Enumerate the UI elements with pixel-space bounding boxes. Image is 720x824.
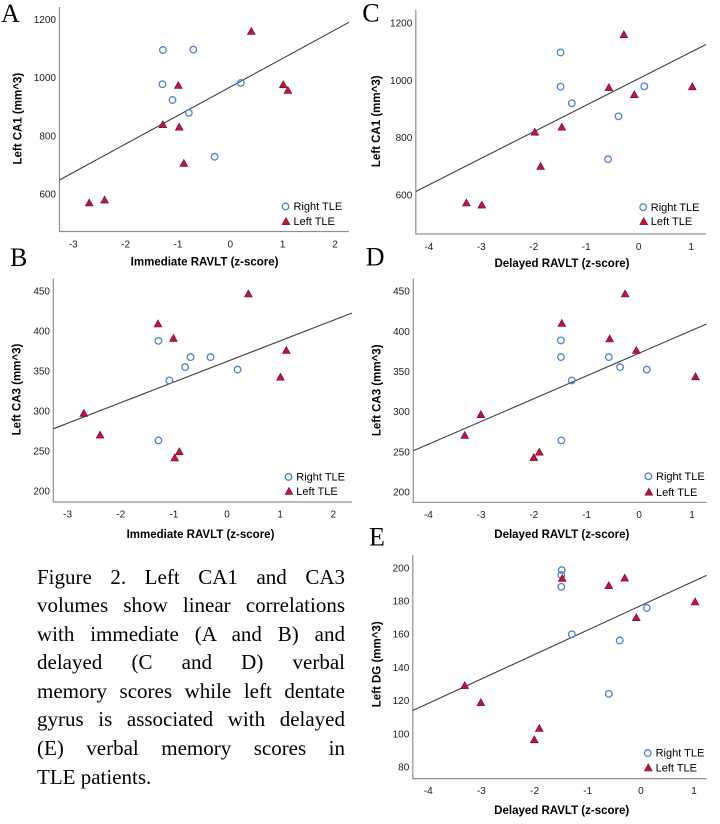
svg-text:E: E <box>369 523 385 552</box>
svg-text:Delayed RAVLT (z-score): Delayed RAVLT (z-score) <box>494 805 629 817</box>
svg-text:Left DG (mm^3): Left DG (mm^3) <box>372 621 384 707</box>
svg-text:0: 0 <box>228 239 234 250</box>
svg-text:1000: 1000 <box>34 73 57 84</box>
svg-text:250: 250 <box>393 447 410 458</box>
svg-text:80: 80 <box>398 763 410 774</box>
svg-text:-3: -3 <box>69 239 78 250</box>
svg-text:1200: 1200 <box>34 15 57 26</box>
svg-text:400: 400 <box>393 327 410 338</box>
svg-text:-2: -2 <box>121 239 130 250</box>
svg-text:0: 0 <box>224 510 230 521</box>
svg-text:-4: -4 <box>424 242 433 253</box>
svg-text:2: 2 <box>332 239 338 250</box>
svg-text:160: 160 <box>393 630 410 641</box>
svg-text:0: 0 <box>638 786 644 797</box>
svg-text:Delayed RAVLT (z-score): Delayed RAVLT (z-score) <box>494 529 629 541</box>
svg-text:Left TLE: Left TLE <box>656 763 697 775</box>
svg-text:800: 800 <box>39 131 56 142</box>
svg-text:0: 0 <box>636 510 642 521</box>
svg-text:Delayed RAVLT (z-score): Delayed RAVLT (z-score) <box>494 258 629 270</box>
svg-text:Right TLE: Right TLE <box>294 201 343 213</box>
svg-text:600: 600 <box>39 190 56 201</box>
svg-text:-1: -1 <box>582 242 591 253</box>
svg-text:D: D <box>366 243 385 272</box>
svg-text:250: 250 <box>33 447 50 458</box>
svg-text:-1: -1 <box>583 786 592 797</box>
svg-text:Immediate RAVLT (z-score): Immediate RAVLT (z-score) <box>127 529 275 541</box>
svg-text:1: 1 <box>277 510 283 521</box>
svg-text:-3: -3 <box>63 510 72 521</box>
svg-text:-1: -1 <box>174 239 183 250</box>
svg-text:300: 300 <box>393 407 410 418</box>
svg-text:350: 350 <box>33 367 50 378</box>
svg-text:Left CA1 (mm^3): Left CA1 (mm^3) <box>13 73 25 165</box>
svg-text:600: 600 <box>396 191 413 202</box>
svg-text:1200: 1200 <box>390 18 413 29</box>
svg-text:-2: -2 <box>116 510 125 521</box>
svg-text:100: 100 <box>393 729 410 740</box>
svg-text:800: 800 <box>396 133 413 144</box>
svg-text:-3: -3 <box>477 242 486 253</box>
svg-text:-2: -2 <box>529 510 538 521</box>
svg-text:Right TLE: Right TLE <box>651 202 700 214</box>
svg-text:1: 1 <box>688 242 694 253</box>
svg-text:B: B <box>10 243 27 272</box>
svg-text:400: 400 <box>33 326 50 337</box>
svg-text:450: 450 <box>393 287 410 298</box>
svg-text:350: 350 <box>393 367 410 378</box>
svg-text:-2: -2 <box>530 786 539 797</box>
svg-text:200: 200 <box>393 563 410 574</box>
svg-text:140: 140 <box>393 663 410 674</box>
svg-text:2: 2 <box>331 510 337 521</box>
svg-text:Left TLE: Left TLE <box>651 216 692 228</box>
svg-text:Right TLE: Right TLE <box>296 472 345 484</box>
svg-text:-2: -2 <box>529 242 538 253</box>
svg-text:A: A <box>1 0 20 28</box>
svg-text:300: 300 <box>33 407 50 418</box>
svg-text:200: 200 <box>393 488 410 499</box>
svg-text:Immediate RAVLT (z-score): Immediate RAVLT (z-score) <box>131 256 279 268</box>
svg-text:120: 120 <box>393 696 410 707</box>
svg-text:200: 200 <box>33 487 50 498</box>
svg-text:Left CA3 (mm^3): Left CA3 (mm^3) <box>372 344 384 436</box>
svg-text:0: 0 <box>636 242 642 253</box>
svg-text:1000: 1000 <box>390 76 413 87</box>
svg-text:Left TLE: Left TLE <box>296 486 337 498</box>
svg-text:C: C <box>362 0 379 28</box>
svg-text:-3: -3 <box>477 510 486 521</box>
svg-text:Left CA1 (mm^3): Left CA1 (mm^3) <box>371 75 383 167</box>
svg-text:-4: -4 <box>424 786 433 797</box>
svg-text:Left TLE: Left TLE <box>656 487 697 499</box>
svg-text:1: 1 <box>689 510 695 521</box>
svg-text:-1: -1 <box>169 510 178 521</box>
svg-text:-3: -3 <box>477 786 486 797</box>
svg-text:Left TLE: Left TLE <box>294 216 335 228</box>
svg-text:450: 450 <box>33 286 50 297</box>
svg-text:-1: -1 <box>582 510 591 521</box>
svg-text:-4: -4 <box>424 510 433 521</box>
svg-text:Right TLE: Right TLE <box>656 471 705 483</box>
svg-text:1: 1 <box>691 786 697 797</box>
svg-text:Right TLE: Right TLE <box>656 748 705 760</box>
svg-text:1: 1 <box>280 239 286 250</box>
svg-text:180: 180 <box>393 597 410 608</box>
svg-text:Left CA3 (mm^3): Left CA3 (mm^3) <box>12 343 24 435</box>
